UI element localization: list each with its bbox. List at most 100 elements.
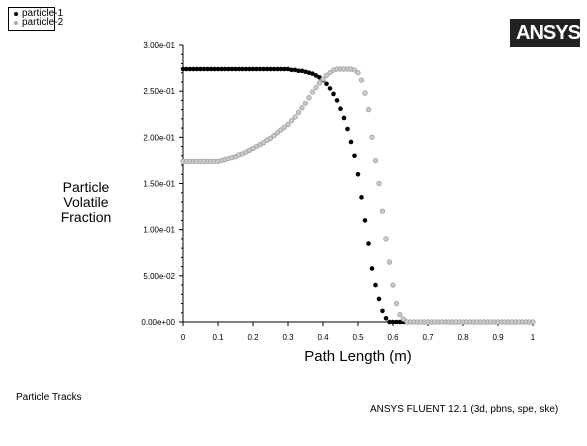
data-point-particle-2 <box>309 89 316 95</box>
data-point-particle-2 <box>274 130 281 136</box>
legend-marker-particle-1 <box>14 12 18 16</box>
x-axis-label: Path Length (m) <box>304 348 412 365</box>
data-point-particle-2 <box>390 282 396 288</box>
data-point-particle-1 <box>180 66 186 72</box>
data-point-particle-1 <box>369 266 375 271</box>
data-point-particle-2 <box>288 118 295 124</box>
data-point-particle-2 <box>292 114 298 120</box>
data-point-particle-1 <box>303 69 308 75</box>
y-tick-label: 1.50e-01 <box>143 180 175 189</box>
x-tick-label: 1 <box>531 333 536 342</box>
data-point-particle-1 <box>338 106 343 112</box>
data-point-particle-1 <box>289 67 294 73</box>
data-point-particle-2 <box>295 109 302 116</box>
data-point-particle-1 <box>191 66 196 72</box>
y-tick-label: 2.50e-01 <box>143 87 175 96</box>
data-point-particle-1 <box>341 115 347 121</box>
x-tick-label: 0.7 <box>422 333 434 342</box>
data-point-particle-1 <box>219 66 224 72</box>
x-tick-label: 0.1 <box>212 333 224 342</box>
data-point-particle-1 <box>194 66 200 72</box>
data-point-particle-2 <box>302 100 309 106</box>
data-point-particle-2 <box>267 135 274 141</box>
data-point-particle-1 <box>198 66 203 72</box>
data-point-particle-1 <box>285 66 291 72</box>
ansys-logo: ANSYS <box>510 19 580 47</box>
data-point-particle-1 <box>271 66 277 72</box>
data-point-particle-1 <box>387 319 392 325</box>
legend-label-particle-1: particle-1 <box>22 8 64 19</box>
data-point-particle-2 <box>355 70 361 76</box>
data-point-particle-2 <box>313 84 319 91</box>
data-point-particle-1 <box>334 98 340 103</box>
data-point-particle-1 <box>383 316 389 321</box>
data-point-particle-1 <box>394 319 399 325</box>
data-point-particle-1 <box>226 66 231 72</box>
data-point-particle-2 <box>530 319 536 325</box>
data-point-particle-1 <box>243 66 249 72</box>
data-point-particle-1 <box>352 153 357 159</box>
data-point-particle-2 <box>365 107 372 113</box>
y-tick-label: 0.00e+00 <box>141 318 175 327</box>
y-tick-label: 3.00e-01 <box>143 41 175 50</box>
data-point-particle-1 <box>222 66 228 72</box>
data-point-particle-1 <box>275 66 280 72</box>
data-point-particle-2 <box>351 67 358 73</box>
data-point-particle-2 <box>376 180 382 187</box>
y-tick-label: 2.00e-01 <box>143 133 175 142</box>
data-point-particle-2 <box>299 105 305 111</box>
data-point-particle-1 <box>345 126 350 132</box>
data-point-particle-1 <box>250 66 256 72</box>
data-point-particle-2 <box>358 77 365 83</box>
data-point-particle-2 <box>260 140 267 146</box>
data-point-particle-1 <box>380 308 385 314</box>
data-point-particle-1 <box>376 296 382 302</box>
data-point-particle-2 <box>285 121 291 128</box>
data-point-particle-1 <box>184 66 189 72</box>
data-point-particle-1 <box>310 71 315 76</box>
x-tick-label: 0.4 <box>317 333 329 342</box>
y-tick-label: 1.00e-01 <box>143 226 175 235</box>
data-point-particle-1 <box>215 66 221 72</box>
x-tick-label: 0.6 <box>387 333 399 342</box>
data-point-particle-1 <box>233 66 238 72</box>
data-point-particle-2 <box>383 236 389 242</box>
data-point-particle-1 <box>282 66 287 72</box>
data-point-particle-1 <box>306 70 312 75</box>
data-point-particle-1 <box>229 66 235 72</box>
data-point-particle-2 <box>393 300 400 307</box>
data-point-particle-1 <box>236 66 242 72</box>
data-point-particle-1 <box>254 66 259 72</box>
data-point-particle-1 <box>264 66 270 72</box>
data-point-particle-1 <box>373 282 378 288</box>
data-point-particle-2 <box>281 124 288 130</box>
data-point-particle-2 <box>400 316 407 322</box>
data-point-particle-1 <box>348 139 354 145</box>
data-point-particle-1 <box>390 319 396 325</box>
data-point-particle-1 <box>355 171 361 177</box>
x-tick-label: 0.3 <box>282 333 294 342</box>
data-point-particle-1 <box>257 66 263 72</box>
data-point-particle-2 <box>316 80 323 86</box>
data-point-particle-2 <box>306 95 312 101</box>
data-point-particle-1 <box>313 73 319 78</box>
data-point-particle-1 <box>201 66 207 72</box>
data-point-particle-2 <box>362 90 368 96</box>
data-point-particle-1 <box>208 66 214 72</box>
data-point-particle-2 <box>369 134 375 140</box>
data-point-particle-1 <box>296 68 301 74</box>
x-tick-label: 0 <box>181 333 186 342</box>
data-point-particle-2 <box>397 312 403 318</box>
data-point-particle-1 <box>362 218 368 223</box>
data-point-particle-1 <box>187 66 193 72</box>
legend-marker-particle-2 <box>14 21 18 25</box>
solver-info: ANSYS FLUENT 12.1 (3d, pbns, spe, ske) <box>370 404 559 415</box>
data-point-particle-1 <box>292 67 298 73</box>
data-point-particle-1 <box>212 66 217 72</box>
data-point-particle-1 <box>397 319 403 325</box>
x-tick-label: 0.8 <box>457 333 469 342</box>
data-point-particle-2 <box>386 259 393 265</box>
y-tick-label: 5.00e-02 <box>143 272 175 281</box>
data-point-particle-1 <box>366 241 371 246</box>
